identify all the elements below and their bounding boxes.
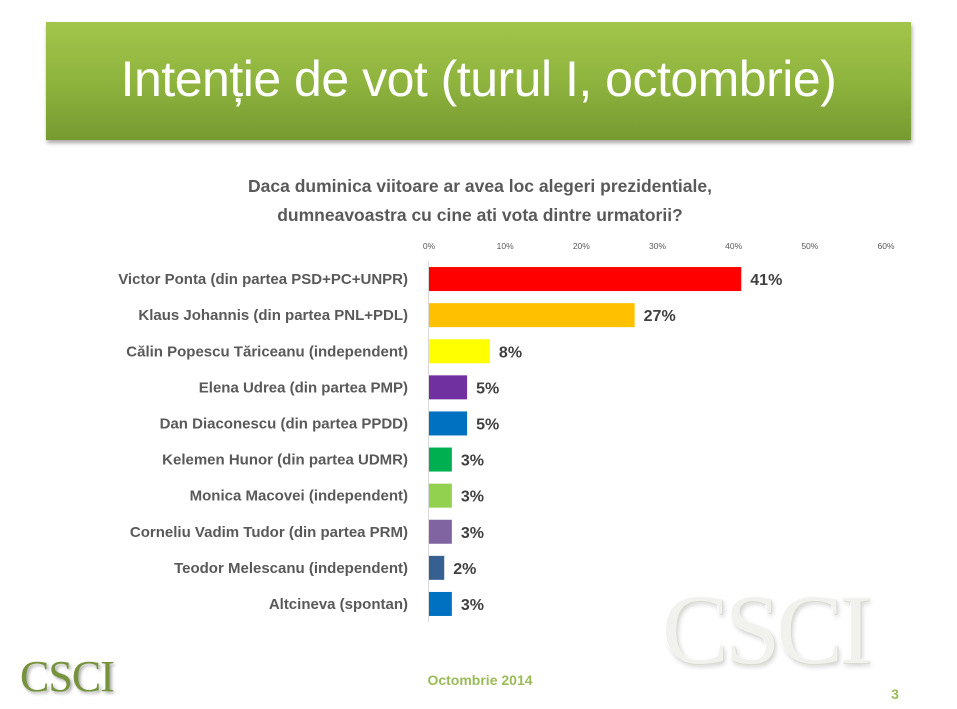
bar [429,483,452,508]
x-tick-label: 20% [573,241,590,251]
bar-row: Corneliu Vadim Tudor (din partea PRM) 3% [130,519,484,544]
bar [429,267,742,292]
category-label: Klaus Johannis (din partea PNL+PDL) [138,307,408,324]
bar [429,447,452,472]
data-label: 3% [461,597,484,614]
bar-row: Dan Diaconescu (din partea PPDD) 5% [160,411,499,436]
bar-row: Monica Macovei (independent) 3% [190,483,484,508]
slide-title: Intenție de vot (turul I, octombrie) [120,51,837,107]
category-label: Dan Diaconescu (din partea PPDD) [160,415,408,432]
bars: Victor Ponta (din partea PSD+PC+UNPR) 41%… [118,267,782,616]
chart-question-line-1: Daca duminica viitoare ar avea loc alege… [248,176,712,196]
category-label: Corneliu Vadim Tudor (din partea PRM) [130,524,408,541]
page-number: 3 [891,686,899,702]
category-label: Altcineva (spontan) [269,596,408,613]
x-tick-label: 50% [801,241,818,251]
bar-row: Teodor Melescanu (independent) 2% [174,555,476,580]
data-label: 27% [644,308,676,325]
csci-logo: CSCI [20,652,115,701]
data-label: 3% [461,453,484,470]
data-label: 3% [461,489,484,506]
title-banner: Intenție de vot (turul I, octombrie) [46,22,911,140]
bar [429,303,635,328]
bar [429,375,468,400]
bar-row: Elena Udrea (din partea PMP) 5% [199,375,499,400]
data-label: 3% [461,525,484,542]
data-label: 5% [476,416,499,433]
x-tick-label: 60% [877,241,894,251]
data-label: 8% [499,344,522,361]
bar [429,519,452,544]
bar-row: Altcineva (spontan) 3% [269,591,484,616]
category-label: Călin Popescu Tăriceanu (independent) [126,343,408,360]
x-axis-ticks: 0% 10% 20% 30% 40% 50% 60% [423,241,895,251]
category-label: Teodor Melescanu (independent) [174,560,408,577]
category-label: Monica Macovei (independent) [190,488,408,505]
category-label: Kelemen Hunor (din partea UDMR) [162,452,408,469]
chart-question-line-2: dumneavoastra cu cine ati vota dintre ur… [277,205,683,225]
bar-row: Kelemen Hunor (din partea UDMR) 3% [162,447,484,472]
category-label: Elena Udrea (din partea PMP) [199,379,408,396]
x-tick-label: 0% [423,241,436,251]
x-tick-label: 10% [497,241,514,251]
data-label: 41% [750,272,782,289]
x-tick-label: 30% [649,241,666,251]
bar [429,339,490,364]
footer-date: Octombrie 2014 [427,672,533,688]
bar-row: Călin Popescu Tăriceanu (independent) 8% [126,339,522,364]
category-label: Victor Ponta (din partea PSD+PC+UNPR) [118,271,408,288]
data-label: 5% [476,380,499,397]
data-label: 2% [453,561,476,578]
bar [429,555,445,580]
bar-row: Victor Ponta (din partea PSD+PC+UNPR) 41% [118,267,782,292]
bar [429,591,452,616]
csci-watermark-logo: CSCI [662,574,872,685]
bar [429,411,468,436]
bar-row: Klaus Johannis (din partea PNL+PDL) 27% [138,303,676,328]
x-tick-label: 40% [725,241,742,251]
